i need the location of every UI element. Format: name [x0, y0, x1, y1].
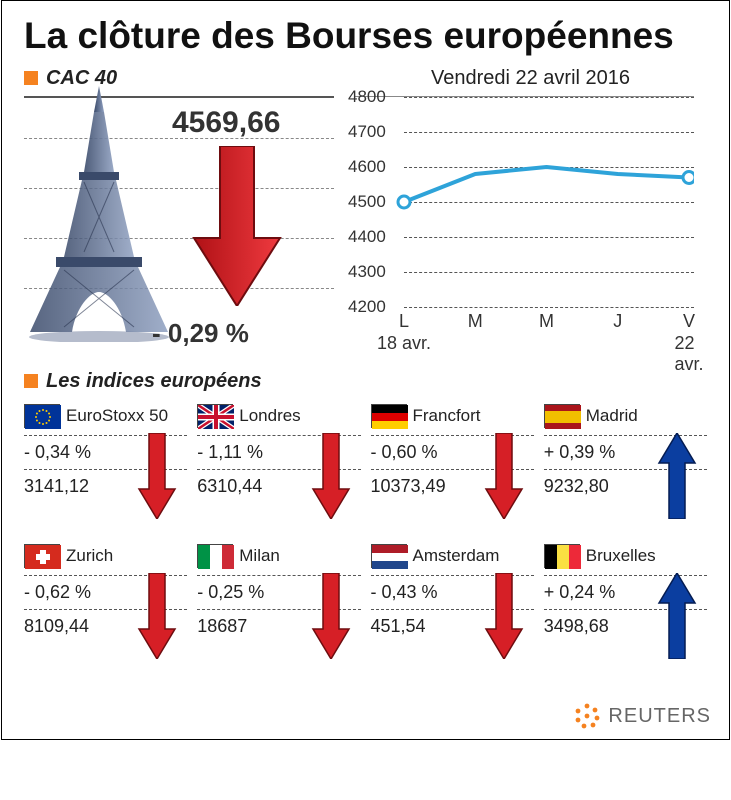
cac40-value: 4569,66	[172, 106, 280, 140]
index-card: EuroStoxx 50- 0,34 %3141,12	[24, 401, 187, 521]
index-name: Madrid	[586, 406, 638, 426]
indices-section: Les indices européens EuroStoxx 50- 0,34…	[2, 356, 729, 661]
index-card: Zurich- 0,62 %8109,44	[24, 541, 187, 661]
cac40-block: CAC 40	[24, 67, 334, 356]
flag-icon	[24, 404, 60, 428]
trend-arrow-up-icon	[657, 573, 697, 659]
index-card: Amsterdam- 0,43 %451,54	[371, 541, 534, 661]
cac40-pct: - 0,29 %	[152, 318, 249, 349]
trend-arrow-down-icon	[137, 573, 177, 659]
footer-text: REUTERS	[608, 705, 711, 728]
index-card: Milan- 0,25 %18687	[197, 541, 360, 661]
flag-icon	[24, 544, 60, 568]
footer: REUTERS	[574, 703, 711, 729]
trend-arrow-down-icon	[484, 573, 524, 659]
index-name: Zurich	[66, 546, 113, 566]
flag-icon	[197, 404, 233, 428]
reuters-logo-icon	[574, 703, 600, 729]
line-chart-block: Vendredi 22 avril 2016 48004700460045004…	[354, 67, 707, 356]
index-card: Bruxelles+ 0,24 %3498,68	[544, 541, 707, 661]
trend-arrow-down-icon	[311, 433, 351, 519]
x-tick-label: L	[399, 311, 409, 332]
indices-label: Les indices européens	[24, 370, 707, 393]
x-date-left: 18 avr.	[377, 333, 431, 354]
x-tick-label: M	[468, 311, 483, 332]
flag-icon	[197, 544, 233, 568]
index-card: Madrid+ 0,39 %9232,80	[544, 401, 707, 521]
index-card: Londres- 1,11 %6310,44	[197, 401, 360, 521]
chart-date: Vendredi 22 avril 2016	[354, 67, 707, 90]
eiffel-tower-icon	[24, 82, 174, 342]
trend-arrow-down-icon	[192, 146, 282, 306]
x-tick-label: J	[613, 311, 622, 332]
index-name: EuroStoxx 50	[66, 406, 168, 426]
grid-line	[404, 307, 694, 308]
trend-arrow-down-icon	[484, 433, 524, 519]
bullet-square-icon	[24, 374, 38, 388]
flag-icon	[371, 544, 407, 568]
cac40-week-chart: 4800470046004500440043004200LMMJV18 avr.…	[354, 96, 694, 306]
x-tick-label: M	[539, 311, 554, 332]
index-name: Milan	[239, 546, 280, 566]
page-title: La clôture des Bourses européennes	[2, 1, 729, 67]
top-row: CAC 40	[2, 67, 729, 356]
index-name: Francfort	[413, 406, 481, 426]
infographic-frame: La clôture des Bourses européennes CAC 4…	[1, 0, 730, 740]
flag-icon	[544, 544, 580, 568]
indices-grid: EuroStoxx 50- 0,34 %3141,12Londres- 1,11…	[24, 401, 707, 661]
trend-arrow-down-icon	[137, 433, 177, 519]
index-name: Amsterdam	[413, 546, 500, 566]
flag-icon	[371, 404, 407, 428]
trend-arrow-up-icon	[657, 433, 697, 519]
x-tick-label: V	[683, 311, 695, 332]
index-name: Bruxelles	[586, 546, 656, 566]
index-name: Londres	[239, 406, 300, 426]
index-card: Francfort- 0,60 %10373,49	[371, 401, 534, 521]
flag-icon	[544, 404, 580, 428]
trend-arrow-down-icon	[311, 573, 351, 659]
chart-svg	[354, 97, 694, 307]
cac40-stage: 4569,66 - 0,29 %	[24, 96, 334, 356]
x-date-right: 22 avr.	[674, 333, 703, 375]
